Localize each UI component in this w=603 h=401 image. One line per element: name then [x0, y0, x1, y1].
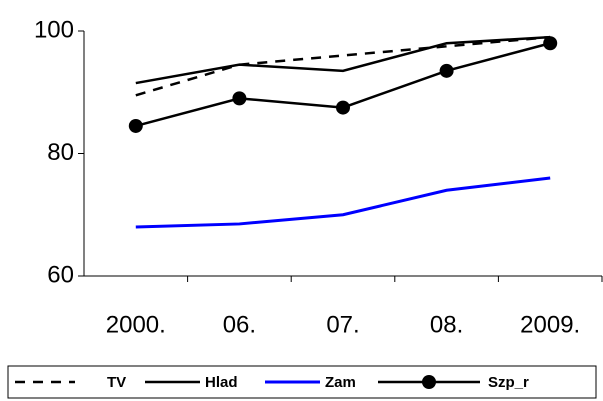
y-tick-label: 80: [47, 139, 74, 166]
legend-label: Hlad: [205, 374, 238, 391]
legend-label: TV: [107, 374, 126, 391]
series-line: [135, 176, 551, 229]
x-tick-label: 08.: [430, 311, 463, 338]
x-tick-label: 2000.: [106, 311, 166, 338]
data-point: [128, 118, 143, 133]
x-tick-label: 07.: [326, 311, 359, 338]
legend-label: Szp_r: [488, 374, 529, 391]
legend-box: [7, 365, 597, 399]
y-tick-label: 60: [47, 261, 74, 288]
legend-label: Zam: [325, 374, 356, 391]
data-point: [336, 100, 350, 115]
data-point: [232, 91, 247, 106]
legend-marker: [422, 375, 436, 389]
data-point: [543, 36, 558, 51]
x-tick-label: 06.: [223, 311, 256, 338]
series-line: [135, 35, 551, 97]
data-point: [439, 63, 454, 78]
series-line: [135, 35, 551, 85]
x-tick-label: 2009.: [520, 311, 580, 338]
y-tick-label: 100: [34, 16, 74, 43]
